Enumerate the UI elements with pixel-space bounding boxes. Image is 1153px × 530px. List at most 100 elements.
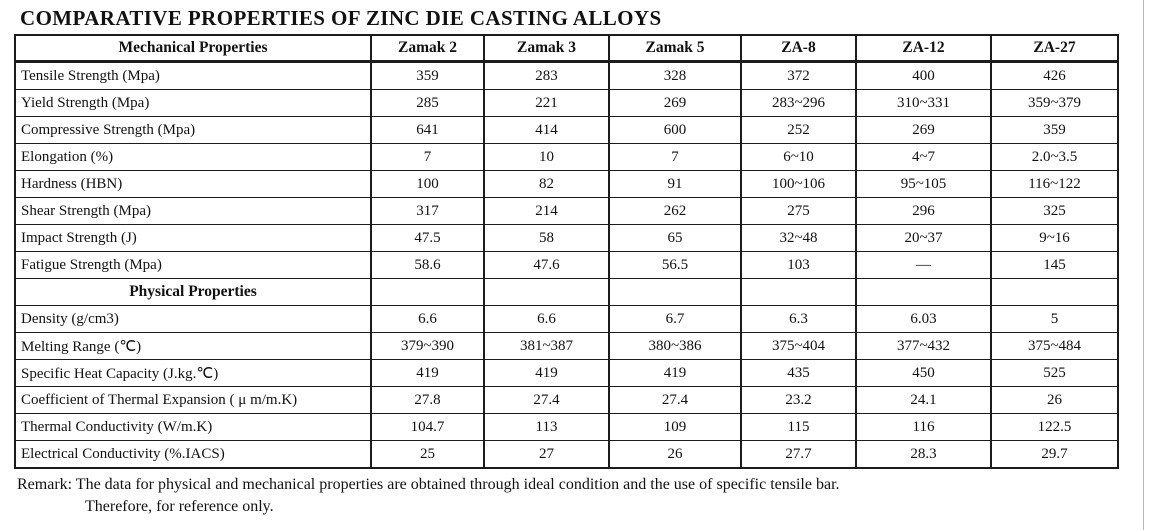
value-cell: 20~37	[855, 224, 992, 252]
value-cell: 269	[608, 89, 742, 117]
column-header-mechanical-properties: Mechanical Properties	[14, 34, 372, 63]
value-cell: 214	[483, 197, 610, 225]
value-cell: 7	[370, 143, 485, 171]
empty-cell	[483, 278, 610, 306]
value-cell: 283~296	[740, 89, 857, 117]
table-row: Fatigue Strength (Mpa) 58.6 47.6 56.5 103—14…	[14, 251, 1119, 279]
value-cell: 6.3	[740, 305, 857, 333]
empty-cell	[740, 278, 857, 306]
value-cell: 24.1	[855, 386, 992, 414]
page-title: COMPARATIVE PROPERTIES OF ZINC DIE CASTI…	[20, 6, 662, 30]
property-name-cell: Hardness (HBN)	[14, 170, 372, 198]
value-cell: 328	[608, 61, 742, 90]
value-cell: 325	[990, 197, 1119, 225]
value-cell: 103	[740, 251, 857, 279]
column-header-zamak-3: Zamak 3	[483, 34, 610, 63]
value-cell: 359	[370, 61, 485, 90]
table-row: Coefficient of Thermal Expansion ( μ m/m…	[14, 386, 1119, 414]
value-cell: 91	[608, 170, 742, 198]
value-cell: 82	[483, 170, 610, 198]
value-cell: 2.0~3.5	[990, 143, 1119, 171]
value-cell: 275	[740, 197, 857, 225]
value-cell: 525	[990, 359, 1119, 387]
value-cell: 414	[483, 116, 610, 144]
remark-line-1: Remark: The data for physical and mechan…	[17, 476, 840, 493]
property-name-cell: Elongation (%)	[14, 143, 372, 171]
value-cell: 104.7	[370, 413, 485, 441]
table-row: Thermal Conductivity (W/m.K) 104.7 113 109 1…	[14, 413, 1119, 441]
table-row: Compressive Strength (Mpa) 641 414 600 252 26…	[14, 116, 1119, 144]
value-cell: 58	[483, 224, 610, 252]
value-cell: 47.6	[483, 251, 610, 279]
value-cell: 100~106	[740, 170, 857, 198]
property-name-cell: Melting Range (℃)	[14, 332, 372, 360]
value-cell: 296	[855, 197, 992, 225]
value-cell: 400	[855, 61, 992, 90]
table-row: Yield Strength (Mpa) 285 221 269 283~296 310~…	[14, 89, 1119, 117]
value-cell: 269	[855, 116, 992, 144]
property-name-cell: Electrical Conductivity (%.IACS)	[14, 440, 372, 469]
value-cell: 145	[990, 251, 1119, 279]
property-name-cell: Impact Strength (J)	[14, 224, 372, 252]
value-cell: 419	[608, 359, 742, 387]
column-header-zamak-5: Zamak 5	[608, 34, 742, 63]
page-edge-divider	[1143, 0, 1144, 530]
value-cell: 29.7	[990, 440, 1119, 469]
value-cell: 317	[370, 197, 485, 225]
value-cell: 7	[608, 143, 742, 171]
value-cell: 221	[483, 89, 610, 117]
empty-cell	[608, 278, 742, 306]
table-row: Specific Heat Capacity (J.kg.℃) 419 419 419…	[14, 359, 1119, 387]
value-cell: 95~105	[855, 170, 992, 198]
value-cell: 27.4	[608, 386, 742, 414]
table-row: Electrical Conductivity (%.IACS) 25 27 26 27…	[14, 440, 1119, 469]
remark-line-2: Therefore, for reference only.	[85, 498, 274, 515]
property-name-cell: Thermal Conductivity (W/m.K)	[14, 413, 372, 441]
property-name-cell: Tensile Strength (Mpa)	[14, 61, 372, 90]
value-cell: 26	[990, 386, 1119, 414]
value-cell: 285	[370, 89, 485, 117]
value-cell: 6~10	[740, 143, 857, 171]
value-cell: 641	[370, 116, 485, 144]
table-row: Melting Range (℃) 379~390 381~387 380~386 37…	[14, 332, 1119, 360]
value-cell: 5	[990, 305, 1119, 333]
table-row: Tensile Strength (Mpa) 359 283 328 372 400 426	[14, 61, 1119, 90]
value-cell: 115	[740, 413, 857, 441]
value-cell: 419	[370, 359, 485, 387]
remark-text: Remark: The data for physical and mechan…	[17, 474, 840, 518]
value-cell: 435	[740, 359, 857, 387]
property-name-cell: Yield Strength (Mpa)	[14, 89, 372, 117]
value-cell: 381~387	[483, 332, 610, 360]
value-cell: 9~16	[990, 224, 1119, 252]
value-cell: 27.7	[740, 440, 857, 469]
value-cell: 27.8	[370, 386, 485, 414]
value-cell: 56.5	[608, 251, 742, 279]
value-cell: 380~386	[608, 332, 742, 360]
value-cell: 122.5	[990, 413, 1119, 441]
column-header-za-12: ZA-12	[855, 34, 992, 63]
value-cell: 6.6	[370, 305, 485, 333]
value-cell: 26	[608, 440, 742, 469]
value-cell: 28.3	[855, 440, 992, 469]
empty-cell	[370, 278, 485, 306]
value-cell: 310~331	[855, 89, 992, 117]
table-header-row: Mechanical Properties Zamak 2 Zamak 3 Zamak…	[14, 34, 1119, 63]
table-row: Density (g/cm3) 6.6 6.6 6.7 6.3 6.03 5	[14, 305, 1119, 333]
value-cell: 359	[990, 116, 1119, 144]
value-cell: 372	[740, 61, 857, 90]
property-name-cell: Fatigue Strength (Mpa)	[14, 251, 372, 279]
value-cell: 359~379	[990, 89, 1119, 117]
column-header-za-8: ZA-8	[740, 34, 857, 63]
value-cell: 113	[483, 413, 610, 441]
value-cell: 65	[608, 224, 742, 252]
value-cell: 6.6	[483, 305, 610, 333]
value-cell: 23.2	[740, 386, 857, 414]
alloy-properties-table: Mechanical Properties Zamak 2 Zamak 3 Zamak…	[14, 34, 1119, 469]
value-cell: 379~390	[370, 332, 485, 360]
value-cell: 25	[370, 440, 485, 469]
value-cell: 4~7	[855, 143, 992, 171]
value-cell: 426	[990, 61, 1119, 90]
property-name-cell: Specific Heat Capacity (J.kg.℃)	[14, 359, 372, 387]
value-cell: 27.4	[483, 386, 610, 414]
